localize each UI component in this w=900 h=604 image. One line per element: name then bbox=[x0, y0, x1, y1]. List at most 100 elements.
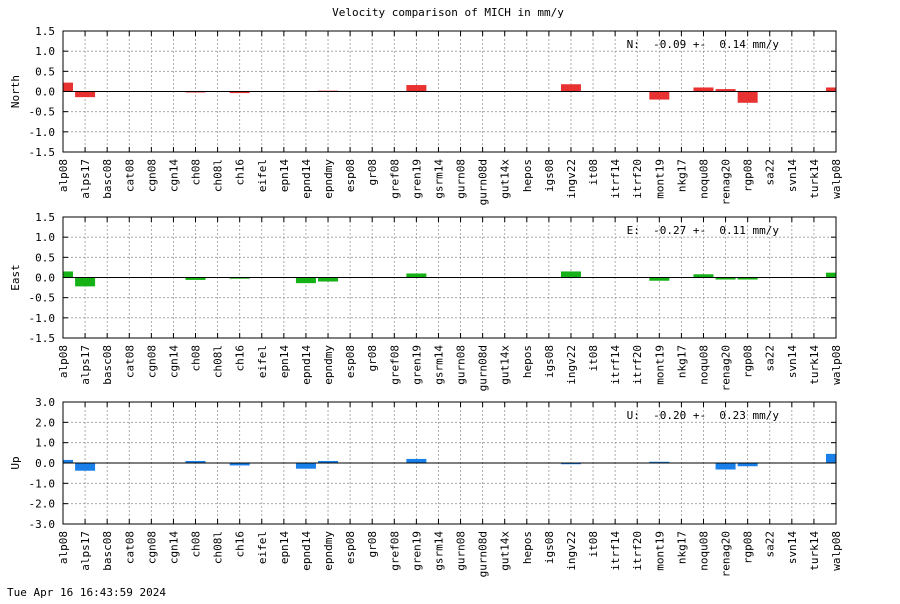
x-tick-label: gr08 bbox=[366, 159, 379, 186]
x-tick-label: epnd14 bbox=[300, 345, 313, 385]
x-tick-label: gurn08 bbox=[455, 531, 468, 571]
bar-alp08 bbox=[63, 82, 73, 92]
x-tick-label: gr08 bbox=[366, 531, 379, 558]
x-tick-label: cat08 bbox=[123, 531, 136, 564]
y-tick-label: 1.5 bbox=[35, 25, 55, 38]
x-tick-label: itrf20 bbox=[631, 345, 644, 385]
x-tick-label: cat08 bbox=[123, 159, 136, 192]
stat-annotation: U: -0.20 +- 0.23 mm/y bbox=[627, 409, 780, 422]
y-axis-label: Up bbox=[9, 456, 22, 469]
x-tick-label: ch16 bbox=[234, 159, 247, 186]
x-tick-label: basc08 bbox=[101, 345, 114, 385]
x-tick-label: hepos bbox=[521, 345, 534, 378]
x-tick-label: esp08 bbox=[344, 159, 357, 192]
x-tick-label: basc08 bbox=[101, 159, 114, 199]
x-tick-label: ingv22 bbox=[565, 345, 578, 385]
x-tick-label: gren19 bbox=[410, 531, 423, 571]
x-tick-label: hepos bbox=[521, 531, 534, 564]
bar-noqu08 bbox=[693, 87, 714, 92]
x-tick-label: turk14 bbox=[808, 159, 821, 199]
footer-timestamp: Tue Apr 16 16:43:59 2024 bbox=[7, 586, 166, 599]
x-tick-label: rgp08 bbox=[742, 159, 755, 192]
x-tick-label: itrf14 bbox=[609, 159, 622, 199]
x-tick-label: gr08 bbox=[366, 345, 379, 372]
x-tick-label: mont19 bbox=[653, 531, 666, 571]
x-tick-label: esp08 bbox=[344, 345, 357, 378]
x-tick-label: gurn08 bbox=[455, 159, 468, 199]
x-tick-label: gurn08d bbox=[477, 531, 490, 577]
x-tick-label: igs08 bbox=[543, 531, 556, 564]
bar-mont19 bbox=[649, 91, 670, 100]
x-tick-label: ch08 bbox=[190, 159, 203, 186]
x-tick-label: mont19 bbox=[653, 345, 666, 385]
bar-ch08 bbox=[185, 277, 206, 280]
x-tick-label: renag20 bbox=[720, 159, 733, 205]
y-tick-label: -2.0 bbox=[29, 498, 56, 511]
x-tick-label: gref08 bbox=[388, 531, 401, 571]
bar-ch16 bbox=[229, 277, 250, 279]
x-tick-label: gsrm14 bbox=[432, 531, 445, 571]
x-tick-label: itrf14 bbox=[609, 531, 622, 571]
x-tick-label: eifel bbox=[256, 531, 269, 564]
x-tick-label: igs08 bbox=[543, 345, 556, 378]
x-tick-label: gsrm14 bbox=[432, 159, 445, 199]
x-tick-label: eifel bbox=[256, 159, 269, 192]
x-tick-label: sa22 bbox=[764, 531, 777, 558]
x-tick-label: ch08l bbox=[212, 159, 225, 192]
bar-noqu08 bbox=[693, 274, 714, 278]
bar-walp08 bbox=[826, 272, 836, 278]
bar-epnd14 bbox=[295, 277, 316, 284]
x-tick-label: it08 bbox=[587, 159, 600, 186]
y-tick-label: 1.0 bbox=[35, 437, 55, 450]
x-tick-label: basc08 bbox=[101, 531, 114, 571]
x-tick-label: turk14 bbox=[808, 531, 821, 571]
x-tick-label: epn14 bbox=[278, 345, 291, 378]
x-tick-label: hepos bbox=[521, 159, 534, 192]
y-tick-label: 1.0 bbox=[35, 231, 55, 244]
bar-mont19 bbox=[649, 277, 670, 281]
y-tick-label: -1.0 bbox=[29, 126, 56, 139]
y-tick-label: 2.0 bbox=[35, 416, 55, 429]
x-tick-label: gurn08 bbox=[455, 345, 468, 385]
x-tick-label: walp08 bbox=[830, 159, 843, 199]
bar-mont19 bbox=[649, 461, 670, 463]
x-tick-label: ch16 bbox=[234, 345, 247, 372]
x-tick-label: alp08 bbox=[57, 159, 70, 192]
y-tick-label: -1.5 bbox=[29, 332, 56, 345]
x-tick-label: mont19 bbox=[653, 159, 666, 199]
x-tick-label: svn14 bbox=[786, 345, 799, 378]
y-tick-label: 0.0 bbox=[35, 86, 55, 99]
y-tick-label: -1.0 bbox=[29, 477, 56, 490]
x-tick-label: svn14 bbox=[786, 159, 799, 192]
x-tick-label: renag20 bbox=[720, 345, 733, 391]
bar-ch16 bbox=[229, 91, 250, 94]
x-tick-label: noqu08 bbox=[697, 159, 710, 199]
x-tick-label: ch08l bbox=[212, 531, 225, 564]
x-tick-label: cgn08 bbox=[145, 531, 158, 564]
bar-walp08 bbox=[826, 453, 836, 463]
y-tick-label: -1.0 bbox=[29, 312, 56, 325]
chart-title: Velocity comparison of MICH in mm/y bbox=[332, 6, 564, 19]
bar-ingv22 bbox=[560, 463, 581, 465]
y-tick-label: 0.0 bbox=[35, 457, 55, 470]
y-tick-label: 1.0 bbox=[35, 45, 55, 58]
x-tick-label: ingv22 bbox=[565, 159, 578, 199]
y-axis-label: East bbox=[9, 264, 22, 291]
bar-rgp08 bbox=[737, 463, 758, 467]
bar-epndmy bbox=[318, 460, 339, 463]
x-tick-label: cat08 bbox=[123, 345, 136, 378]
bar-rgp08 bbox=[737, 277, 758, 280]
x-tick-label: svn14 bbox=[786, 531, 799, 564]
x-tick-label: epndmy bbox=[322, 531, 335, 571]
x-tick-label: cgn14 bbox=[167, 531, 180, 564]
bar-gren19 bbox=[406, 458, 427, 463]
bar-gren19 bbox=[406, 273, 427, 278]
y-tick-label: 0.5 bbox=[35, 65, 55, 78]
y-tick-label: -0.5 bbox=[29, 106, 56, 119]
x-tick-label: gurn08d bbox=[477, 159, 490, 205]
x-tick-label: alps17 bbox=[79, 531, 92, 571]
bar-epnd14 bbox=[295, 463, 316, 469]
x-tick-label: ch16 bbox=[234, 531, 247, 558]
